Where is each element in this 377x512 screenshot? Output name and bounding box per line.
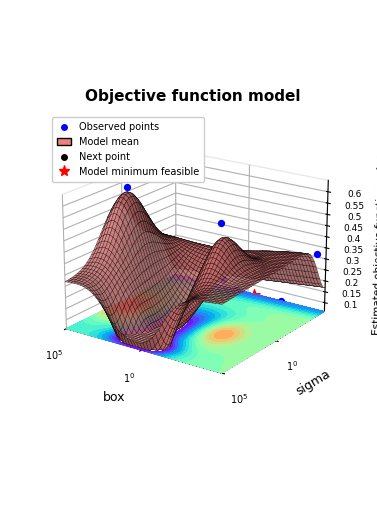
Y-axis label: sigma: sigma — [294, 367, 333, 398]
Legend: Observed points, Model mean, Next point, Model minimum feasible: Observed points, Model mean, Next point,… — [52, 117, 204, 182]
X-axis label: box: box — [103, 391, 125, 404]
Title: Objective function model: Objective function model — [86, 90, 301, 104]
